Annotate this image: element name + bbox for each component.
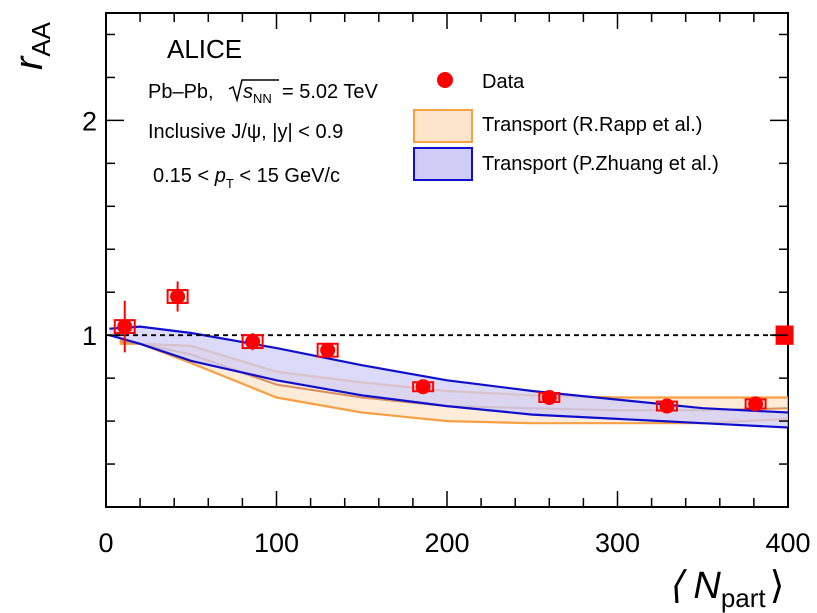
model-bands (109, 325, 789, 429)
legend-rapp-swatch (413, 109, 473, 143)
pt-range-label: 0.15 < pT < 15 GeV/c (153, 165, 340, 193)
pt-symbol: p (214, 165, 226, 187)
y-axis-title-sub: AA (26, 21, 56, 56)
x-tick-label: 400 (765, 528, 810, 558)
x-axis-title-main: ⟨ N (668, 565, 721, 607)
pt-suffix: < 15 GeV/c (239, 165, 340, 187)
energy-symbol: s (243, 81, 253, 103)
x-tick-label: 100 (254, 528, 299, 558)
band-fill-1 (109, 326, 788, 428)
pt-subscript: T (226, 176, 234, 191)
legend-zhuang-swatch (413, 147, 473, 181)
data-point-2 (245, 334, 261, 350)
legend-entry-data: Data (482, 71, 525, 93)
legend-data-marker (437, 72, 453, 88)
data-points (113, 281, 794, 414)
x-axis-title: ⟨ Npart ⟩ (668, 565, 784, 613)
y-axis-title: rAA (7, 21, 56, 70)
data-point-4 (415, 379, 431, 395)
data-point-7 (748, 396, 764, 412)
x-axis-title-close: ⟩ (770, 565, 785, 607)
y-axis-title-main: r (7, 55, 51, 70)
pt-prefix: 0.15 < (153, 165, 209, 187)
x-tick-label: 0 (98, 528, 113, 558)
system-label: Pb–Pb, (148, 81, 214, 103)
x-tick-label: 200 (424, 528, 469, 558)
y-tick-label: 1 (82, 321, 97, 351)
sqrt-symbol (228, 79, 279, 103)
legend-entry-rapp: Transport (R.Rapp et al.) (482, 114, 702, 136)
data-point-0 (117, 319, 133, 335)
svg-text:rAA: rAA (7, 21, 56, 70)
data-point-5 (541, 389, 557, 405)
data-point-3 (320, 342, 336, 358)
data-point-1 (170, 289, 186, 305)
svg-text:⟨ Npart⟩: ⟨ Npart ⟩ (668, 565, 784, 613)
x-axis-title-sub: part (721, 583, 767, 613)
band-lower-1 (109, 334, 789, 429)
x-tick-label: 300 (595, 528, 640, 558)
energy-value: = 5.02 TeV (282, 81, 378, 103)
selection-label: Inclusive J/ψ, |y| < 0.9 (148, 121, 343, 143)
y-tick-label: 2 (82, 106, 97, 136)
legend-entry-zhuang: Transport (P.Zhuang et al.) (482, 153, 719, 175)
axis-ticks: 0 100 200 300 400 1 2 (82, 13, 811, 558)
data-point-6 (659, 398, 675, 414)
svg-text:sNN: sNN (243, 81, 272, 106)
experiment-label: ALICE (167, 34, 242, 64)
energy-subscript: NN (253, 91, 272, 106)
system-energy-label: Pb–Pb, (148, 81, 214, 103)
legend: Data Transport (R.Rapp et al.) Transport… (413, 71, 719, 181)
